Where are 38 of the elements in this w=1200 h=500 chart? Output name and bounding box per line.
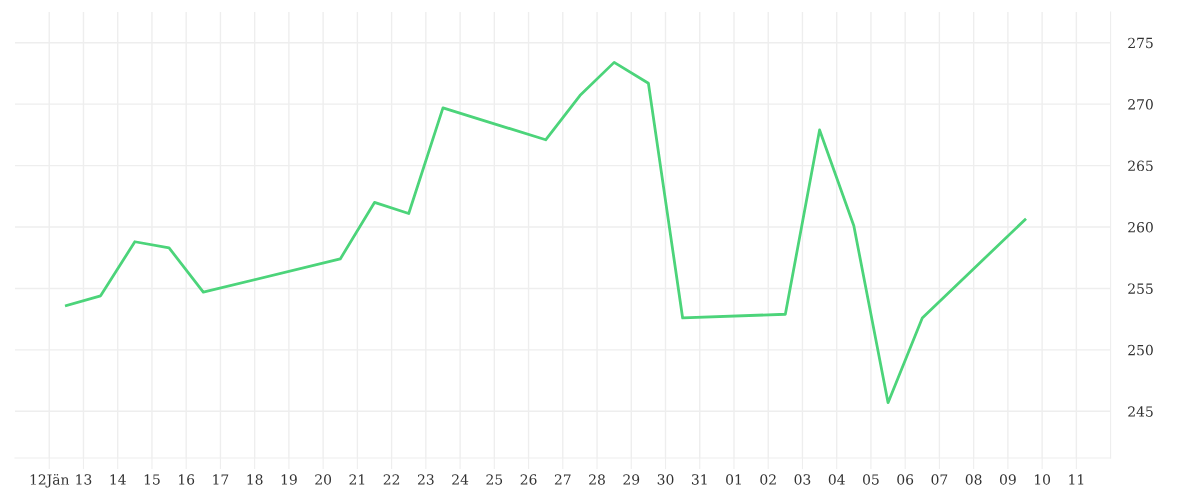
x-tick-label: 28: [589, 474, 605, 485]
x-tick-label: 05: [863, 474, 879, 485]
y-tick-label: 250: [1128, 344, 1153, 356]
x-tick-label: 07: [931, 474, 948, 485]
x-tick-label: 12Jän: [30, 473, 70, 488]
x-tick-label: 31: [691, 474, 707, 485]
x-tick-label: 24: [452, 474, 469, 485]
y-tick-label: 245: [1128, 406, 1153, 417]
y-tick-label: 265: [1128, 160, 1153, 172]
x-tick-label: 17: [213, 474, 229, 485]
x-tick-label: 06: [897, 474, 914, 485]
x-tick-label: 20: [315, 474, 332, 485]
x-tick-label: 13: [76, 474, 92, 485]
x-tick-label: 02: [760, 474, 776, 485]
x-tick-label: 04: [828, 474, 845, 485]
x-tick-label: 22: [383, 474, 400, 485]
x-tick-label: 09: [999, 474, 1016, 485]
x-tick-label: 08: [965, 474, 982, 485]
y-tick-label: 260: [1128, 221, 1153, 233]
x-tick-label: 26: [520, 474, 537, 485]
x-tick-label: 10: [1034, 474, 1051, 485]
x-tick-label: 25: [486, 474, 503, 485]
y-tick-label: 255: [1128, 283, 1153, 294]
x-tick-label: 16: [179, 474, 195, 485]
x-tick-label: 19: [281, 474, 297, 485]
x-tick-label: 29: [623, 474, 640, 485]
x-tick-label: 18: [247, 474, 263, 485]
x-tick-label: 14: [110, 474, 126, 485]
y-tick-label: 270: [1128, 99, 1153, 110]
y-tick-label: 275: [1128, 37, 1153, 49]
x-tick-label: 01: [726, 474, 741, 485]
x-tick-label: 15: [144, 474, 160, 485]
x-tick-label: 27: [554, 474, 571, 485]
x-tick-label: 03: [794, 474, 811, 485]
x-tick-label: 30: [657, 474, 674, 485]
x-tick-label: 11: [1069, 474, 1084, 485]
x-tick-label: 21: [349, 474, 365, 485]
x-tick-label: 23: [417, 474, 434, 485]
